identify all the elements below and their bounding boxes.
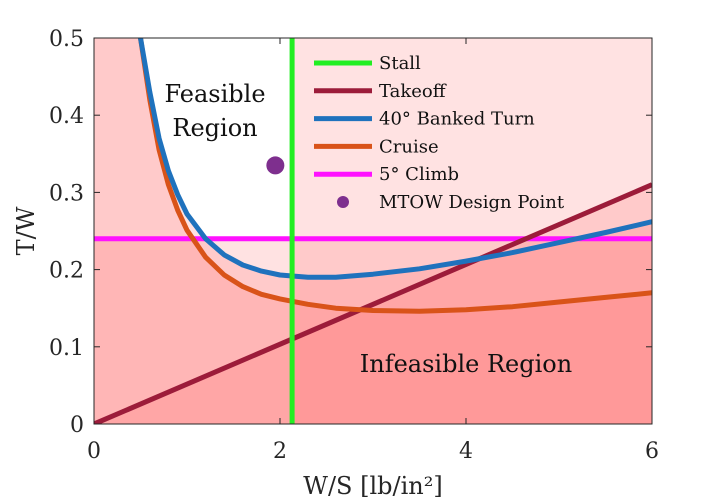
region-cruise — [94, 38, 652, 424]
annotation-feasible: Feasible — [164, 80, 265, 108]
series-takeoff-line — [94, 182, 652, 424]
axis-ticks: 0 2 4 6 0 0.1 0.2 0.3 0.4 0.5 — [49, 27, 659, 464]
legend-marker-5 — [337, 196, 349, 208]
region-climb — [94, 238, 652, 424]
y-axis-label: T/W — [12, 206, 40, 255]
annotation-region: Region — [172, 114, 257, 142]
legend-label-0: Stall — [379, 53, 421, 74]
infeasible-regions — [94, 38, 652, 424]
legend: Stall Takeoff 40° Banked Turn Cruise 5° Clim… — [314, 53, 565, 213]
plot-frame — [93, 37, 653, 425]
x-tick-label: 2 — [273, 439, 287, 464]
x-axis-label: W/S [lb/in²] — [303, 472, 442, 500]
x-tick-label: 4 — [459, 439, 473, 464]
region-turn — [94, 38, 652, 424]
x-tick-label: 0 — [87, 439, 101, 464]
series-banked-turn-line — [138, 38, 652, 280]
y-tick-label: 0.3 — [49, 181, 84, 206]
y-tick-label: 0.1 — [49, 336, 84, 361]
legend-label-1: Takeoff — [379, 81, 447, 102]
legend-label-4: 5° Climb — [379, 164, 459, 185]
design-point-marker — [266, 156, 285, 175]
legend-label-3: Cruise — [379, 136, 439, 157]
series-group — [94, 38, 652, 424]
annotation-infeasible-region: Infeasible Region — [360, 350, 572, 378]
x-tick-label: 6 — [645, 439, 659, 464]
y-tick-label: 0 — [70, 413, 84, 438]
y-tick-label: 0.4 — [49, 104, 84, 129]
legend-label-5: MTOW Design Point — [379, 192, 565, 213]
region-stall — [292, 38, 652, 424]
y-tick-label: 0.5 — [49, 27, 84, 52]
series-cruise-line — [138, 38, 652, 314]
y-tick-label: 0.2 — [49, 259, 84, 284]
legend-label-2: 40° Banked Turn — [379, 109, 535, 130]
